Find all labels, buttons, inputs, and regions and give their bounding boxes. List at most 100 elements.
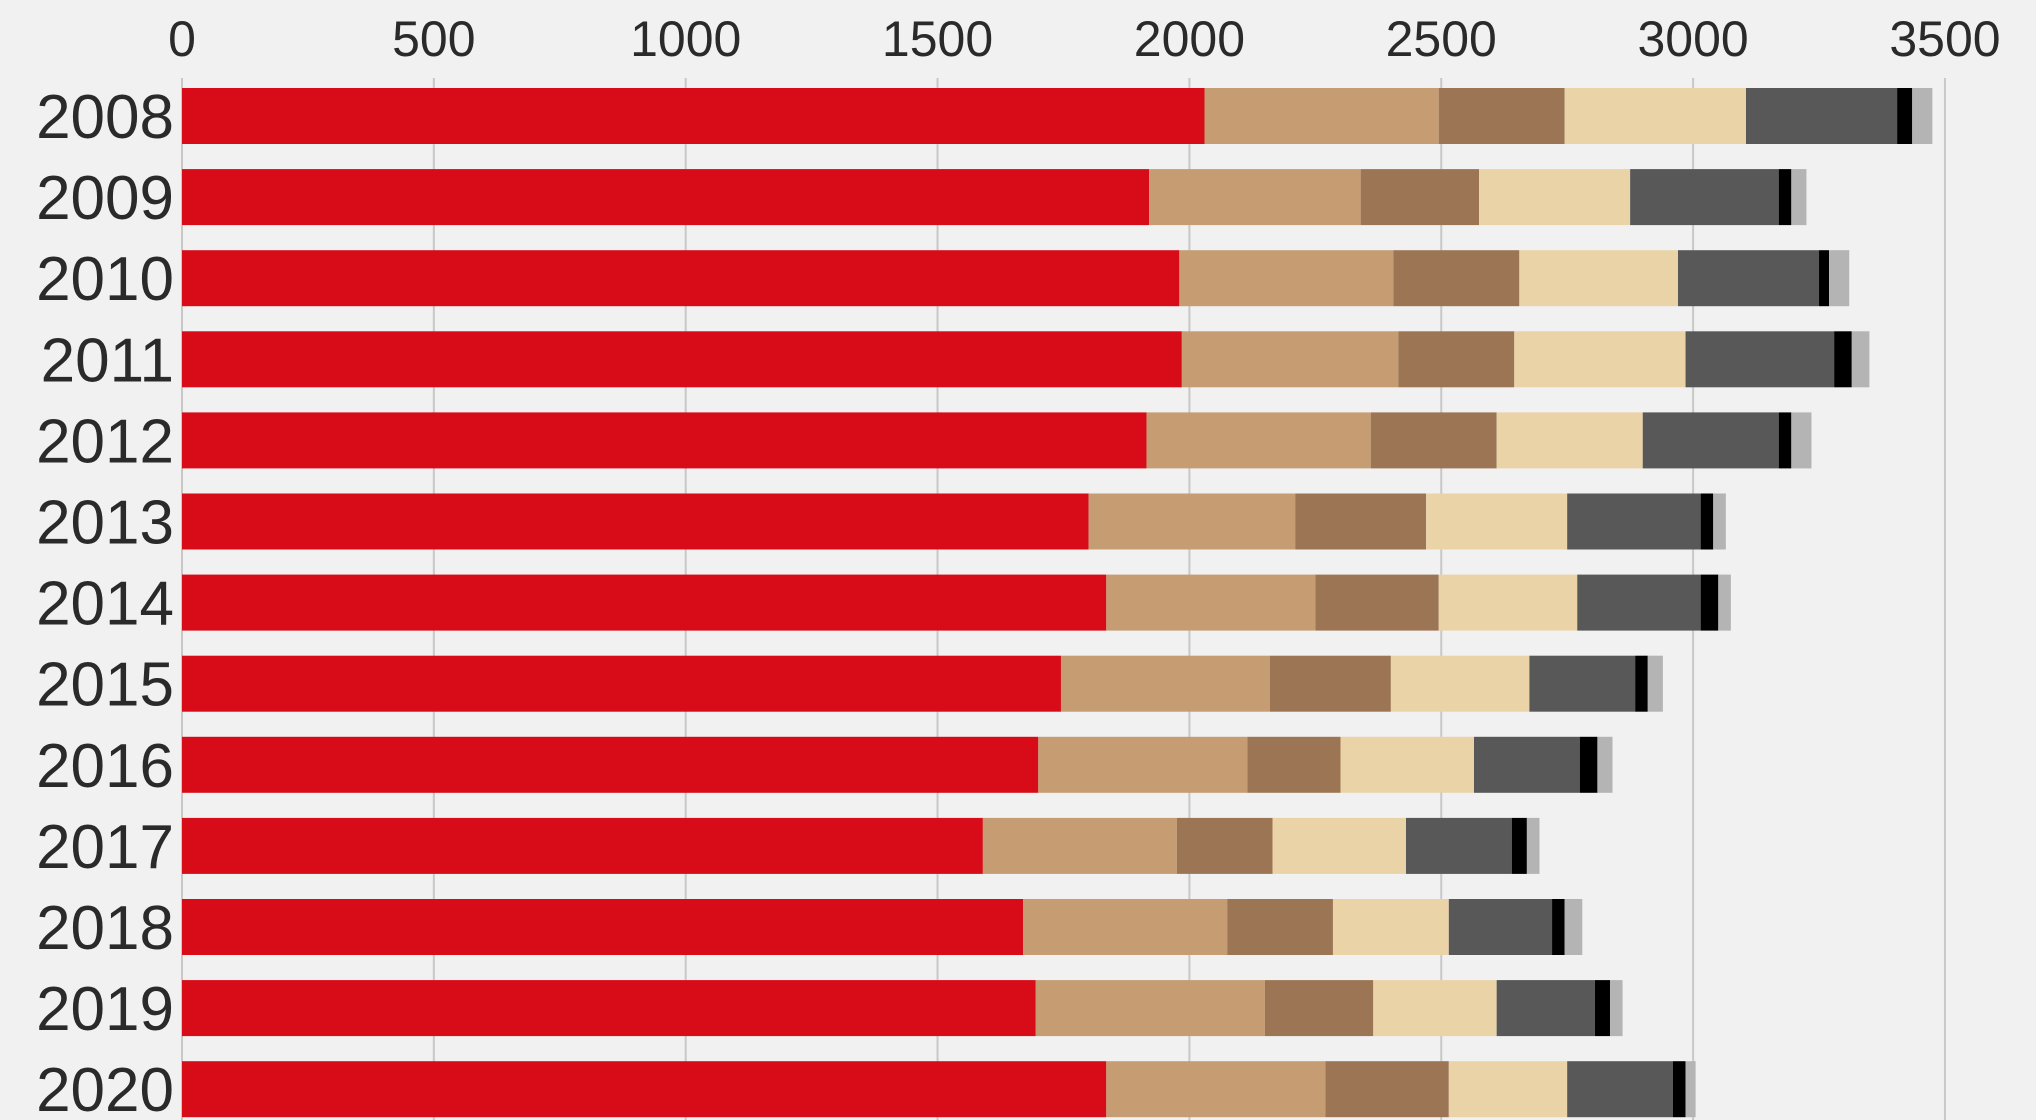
bar-segment-2008-s6 xyxy=(1897,88,1913,144)
bar-segment-2012-s3 xyxy=(1370,412,1497,469)
x-tick-label: 2000 xyxy=(1134,11,1245,67)
year-label-2016: 2016 xyxy=(36,732,174,801)
bar-segment-2020-s3 xyxy=(1325,1061,1449,1118)
bar-segment-2020-s4 xyxy=(1448,1061,1568,1118)
year-label-2017: 2017 xyxy=(36,813,174,882)
bar-segment-2015-s6 xyxy=(1635,655,1648,712)
year-label-2020: 2020 xyxy=(36,1056,174,1120)
bar-segment-2016-s3 xyxy=(1247,736,1341,793)
year-label-2008: 2008 xyxy=(36,83,174,152)
bar-segment-2018-s6 xyxy=(1552,899,1565,955)
bar-segment-2010-s3 xyxy=(1393,250,1520,307)
bar-segment-2010-s6 xyxy=(1819,250,1830,307)
bar-segment-2008-s1 xyxy=(182,88,1205,144)
bar-segment-2017-s7 xyxy=(1526,817,1540,874)
bar-segment-2009-s3 xyxy=(1360,169,1480,226)
bar-segment-2017-s4 xyxy=(1272,817,1406,874)
bar-segment-2012-s6 xyxy=(1778,412,1792,469)
bar-segment-2018-s4 xyxy=(1332,899,1449,955)
bar-segment-2009-s4 xyxy=(1479,169,1631,226)
bar-segment-2018-s3 xyxy=(1227,899,1333,955)
bar-segment-2013-s2 xyxy=(1088,493,1296,550)
bar-segment-2009-s2 xyxy=(1149,169,1361,226)
year-label-2013: 2013 xyxy=(36,489,174,558)
bar-segment-2017-s5 xyxy=(1405,817,1512,874)
year-labels: 2008 2009 2010 2011 2012 2013 2014 2015 2016 2017… xyxy=(36,83,174,1120)
bar-segment-2008-s3 xyxy=(1438,88,1565,144)
bar-segment-2014-s7 xyxy=(1718,574,1731,631)
year-label-2012: 2012 xyxy=(36,407,174,476)
bar-segment-2008-s4 xyxy=(1564,88,1746,144)
bar-segment-2010-s4 xyxy=(1519,250,1678,307)
bar-segment-2009-s5 xyxy=(1630,169,1779,226)
bar-segment-2017-s2 xyxy=(982,817,1177,874)
bar-segment-2014-s4 xyxy=(1438,574,1578,631)
bar-segment-2010-s7 xyxy=(1829,250,1850,307)
year-label-2014: 2014 xyxy=(36,570,174,639)
bar-segment-2012-s4 xyxy=(1496,412,1643,469)
bar-segment-2016-s5 xyxy=(1473,736,1580,793)
x-tick-label: 1000 xyxy=(630,11,741,67)
bar-segment-2015-s2 xyxy=(1060,655,1270,712)
bar-segment-2014-s5 xyxy=(1577,574,1701,631)
x-tick-label: 3000 xyxy=(1637,11,1748,67)
bar-segment-2008-s5 xyxy=(1745,88,1898,144)
year-label-2009: 2009 xyxy=(36,164,174,233)
bar-segment-2010-s5 xyxy=(1677,250,1820,307)
bar-segment-2012-s5 xyxy=(1642,412,1779,469)
bar-segment-2016-s2 xyxy=(1038,736,1248,793)
bar-segment-2013-s6 xyxy=(1700,493,1714,550)
bar-segment-2016-s1 xyxy=(182,736,1039,793)
bar-segment-2017-s3 xyxy=(1176,817,1273,874)
bar-segment-2011-s6 xyxy=(1834,331,1852,388)
bar-segment-2013-s5 xyxy=(1567,493,1701,550)
bar-segment-2014-s3 xyxy=(1315,574,1439,631)
bar-segment-2011-s7 xyxy=(1851,331,1870,388)
bar-segment-2014-s1 xyxy=(182,574,1107,631)
bar-segment-2018-s2 xyxy=(1023,899,1228,955)
bar-segment-2018-s1 xyxy=(182,899,1024,955)
bar-segment-2013-s7 xyxy=(1713,493,1726,550)
bar-segment-2019-s1 xyxy=(182,980,1036,1037)
bar-segment-2019-s2 xyxy=(1035,980,1265,1037)
bar-segment-2011-s3 xyxy=(1398,331,1515,388)
bar-segment-2008-s2 xyxy=(1204,88,1439,144)
bar-segment-2016-s4 xyxy=(1340,736,1474,793)
bar-segment-2015-s3 xyxy=(1269,655,1391,712)
bar-segment-2020-s7 xyxy=(1685,1061,1696,1118)
year-label-2019: 2019 xyxy=(36,975,174,1044)
year-label-2018: 2018 xyxy=(36,894,174,963)
bar-segment-2009-s6 xyxy=(1778,169,1792,226)
bar-segment-2012-s7 xyxy=(1791,412,1812,469)
bar-segment-2019-s4 xyxy=(1373,980,1497,1037)
bar-segment-2014-s6 xyxy=(1700,574,1719,631)
bar-segment-2020-s6 xyxy=(1672,1061,1686,1118)
bar-segment-2019-s7 xyxy=(1609,980,1623,1037)
bar-segment-2013-s4 xyxy=(1426,493,1568,550)
bar-segment-2017-s1 xyxy=(182,817,983,874)
x-tick-label: 0 xyxy=(168,11,196,67)
bar-segment-2008-s7 xyxy=(1912,88,1933,144)
bar-segment-2016-s6 xyxy=(1579,736,1598,793)
x-tick-label: 1500 xyxy=(882,11,993,67)
x-tick-label: 2500 xyxy=(1386,11,1497,67)
bar-segment-2019-s6 xyxy=(1594,980,1610,1037)
bar-segment-2015-s1 xyxy=(182,655,1061,712)
bar-segment-2011-s4 xyxy=(1514,331,1686,388)
bar-segment-2011-s2 xyxy=(1181,331,1399,388)
x-tick-label: 500 xyxy=(392,11,475,67)
bar-segment-2016-s7 xyxy=(1597,736,1613,793)
bar-segment-2020-s5 xyxy=(1567,1061,1673,1118)
bar-segment-2011-s5 xyxy=(1685,331,1835,388)
bar-segment-2013-s3 xyxy=(1295,493,1427,550)
bar-segment-2012-s2 xyxy=(1146,412,1371,469)
bars-layer xyxy=(182,88,1933,1118)
year-label-2015: 2015 xyxy=(36,651,174,720)
bar-segment-2020-s1 xyxy=(182,1061,1107,1118)
year-label-2010: 2010 xyxy=(36,245,174,314)
bar-segment-2010-s2 xyxy=(1179,250,1394,307)
bar-segment-2015-s7 xyxy=(1647,655,1663,712)
bar-segment-2015-s5 xyxy=(1529,655,1636,712)
